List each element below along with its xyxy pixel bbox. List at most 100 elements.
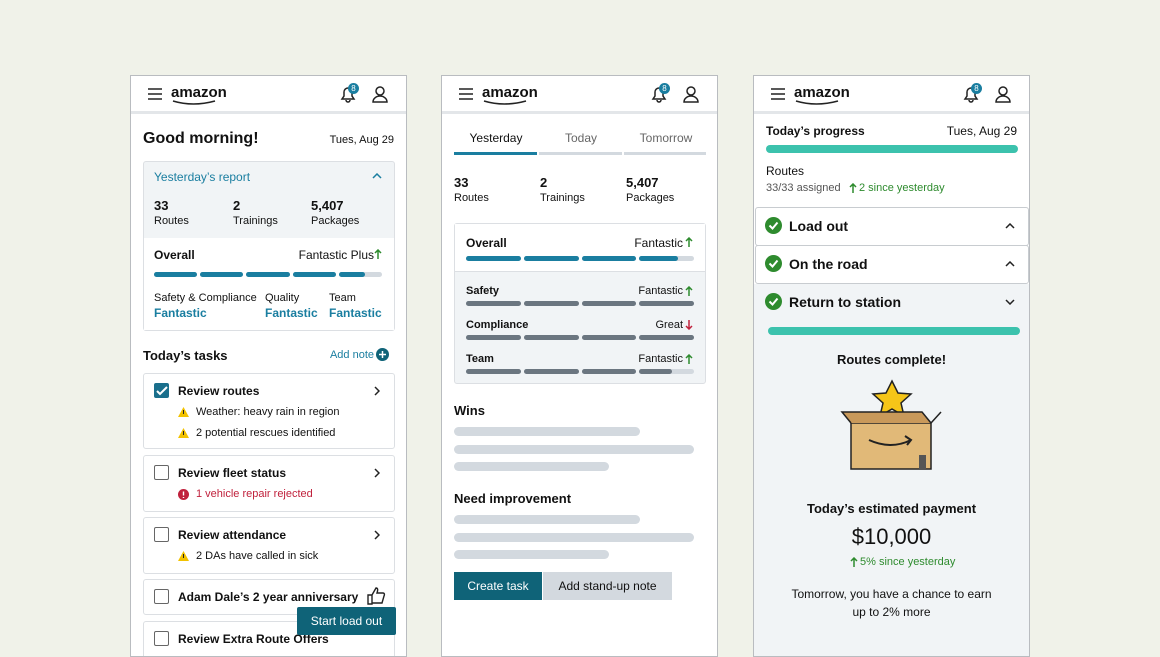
tab[interactable]: Today	[564, 131, 598, 145]
checkbox[interactable]	[154, 631, 169, 646]
logo-smile	[795, 100, 839, 105]
box-illustration	[840, 379, 942, 470]
tab-underline	[624, 152, 706, 155]
tab-active[interactable]: Yesterday	[469, 131, 523, 145]
stat-label: Packages	[626, 192, 675, 204]
task-card[interactable]: Adam Dale’s 2 year anniversary	[143, 579, 395, 615]
overall-panel	[455, 224, 705, 272]
chevron[interactable]	[374, 386, 380, 396]
report-title[interactable]: Yesterday’s report	[154, 170, 251, 184]
logo[interactable]: amazon	[794, 84, 850, 101]
checkbox-checked[interactable]	[154, 383, 169, 398]
row-label: Safety	[466, 285, 500, 297]
checkbox[interactable]	[154, 465, 169, 480]
task-card[interactable]: Review fleet status 1 vehicle repair rej…	[143, 455, 395, 512]
menu-icon[interactable]	[459, 88, 473, 100]
bar-segment	[292, 272, 336, 277]
user-icon[interactable]	[682, 85, 700, 103]
skeleton-line	[454, 427, 640, 436]
bar-segment	[466, 335, 521, 340]
chevron[interactable]	[374, 468, 380, 478]
badge: 8	[971, 83, 982, 94]
bar-segment	[581, 256, 637, 261]
chevron[interactable]	[374, 530, 380, 540]
chevron-up[interactable]	[1005, 261, 1015, 267]
score-card: Overall Fantastic Safety Fantastic Compl…	[454, 223, 706, 384]
bar-segment	[338, 272, 365, 277]
bar-segment	[466, 256, 521, 261]
task-title: Review routes	[178, 384, 260, 398]
metric-label: Safety & Compliance	[154, 292, 257, 304]
task-note: 2 potential rescues identified	[196, 427, 336, 439]
stat-value: 2	[233, 198, 241, 213]
row-value: Great	[655, 319, 683, 331]
section-title: On the road	[789, 256, 868, 272]
tab-underline	[539, 152, 622, 155]
lower-panel	[754, 284, 1029, 656]
metric-value: Fantastic	[265, 306, 318, 320]
stat-value: 33	[454, 175, 469, 190]
chevron-up[interactable]	[1005, 223, 1015, 229]
error-icon	[178, 489, 189, 500]
row-value: Fantastic	[634, 236, 683, 250]
date: Tues, Aug 29	[946, 124, 1017, 138]
up-arrow	[685, 237, 693, 247]
create-task-button[interactable]: Create task	[454, 572, 542, 600]
metric-value: Fantastic	[154, 306, 207, 320]
complete-title: Routes complete!	[836, 352, 947, 367]
bar-segment	[466, 369, 521, 374]
tab-underline	[454, 152, 537, 155]
check-circle	[765, 255, 782, 272]
bar-segment	[200, 272, 244, 277]
bar-segment	[523, 335, 579, 340]
badge: 8	[659, 83, 670, 94]
payment-change: 5% since yesterday	[860, 556, 956, 568]
metric-value: Fantastic	[329, 306, 382, 320]
menu-icon[interactable]	[771, 88, 785, 100]
bar-segment	[639, 301, 694, 306]
section-load-out[interactable]	[755, 207, 1029, 246]
stat-label: Packages	[311, 215, 360, 227]
collapse-icon[interactable]	[372, 173, 382, 179]
row-label: Team	[466, 353, 494, 365]
up-arrow	[685, 354, 693, 364]
progress-bar	[766, 145, 1018, 153]
bar-segment	[639, 256, 678, 261]
logo-smile	[483, 100, 527, 105]
task-card[interactable]: Review attendance 2 DAs have called in s…	[143, 517, 395, 574]
warning-icon	[178, 428, 189, 438]
greeting: Good morning!	[143, 130, 259, 147]
badge: 8	[348, 83, 359, 94]
user-icon[interactable]	[994, 85, 1012, 103]
payment: $10,000	[851, 524, 932, 549]
tab[interactable]: Tomorrow	[639, 131, 693, 145]
add-note-button[interactable]: Add stand-up note	[543, 572, 672, 600]
logo[interactable]: amazon	[171, 84, 227, 101]
stat-value: 2	[540, 175, 548, 190]
report-screen: amazon 8 Yesterday Today Tomorrow 33 Rou…	[441, 75, 718, 657]
task-card[interactable]: Review routes Weather: heavy rain in reg…	[143, 373, 395, 449]
task-title: Review attendance	[178, 528, 287, 542]
thumbs-up-icon[interactable]	[366, 586, 386, 606]
skeleton-line	[454, 515, 640, 524]
section-on-the-road[interactable]	[755, 245, 1029, 284]
section-title: Wins	[454, 403, 485, 418]
section-title[interactable]: Return to station	[789, 294, 901, 310]
checkbox[interactable]	[154, 589, 169, 604]
chevron-down[interactable]	[1005, 299, 1015, 305]
add-note[interactable]: Add note	[329, 349, 374, 361]
date: Tues, Aug 29	[329, 134, 394, 146]
bar-segment	[523, 369, 579, 374]
routes-label: Routes	[766, 164, 805, 178]
add-icon[interactable]	[376, 348, 389, 361]
metric-label: Quality	[265, 292, 300, 304]
menu-icon[interactable]	[148, 88, 162, 100]
logo[interactable]: amazon	[482, 84, 538, 101]
start-load-out-button[interactable]: Start load out	[297, 607, 396, 635]
checkbox[interactable]	[154, 527, 169, 542]
skeleton-line	[454, 550, 609, 559]
stat-label: Routes	[454, 192, 489, 204]
bar-segment	[466, 301, 521, 306]
up-arrow	[685, 286, 693, 296]
user-icon[interactable]	[371, 85, 389, 103]
